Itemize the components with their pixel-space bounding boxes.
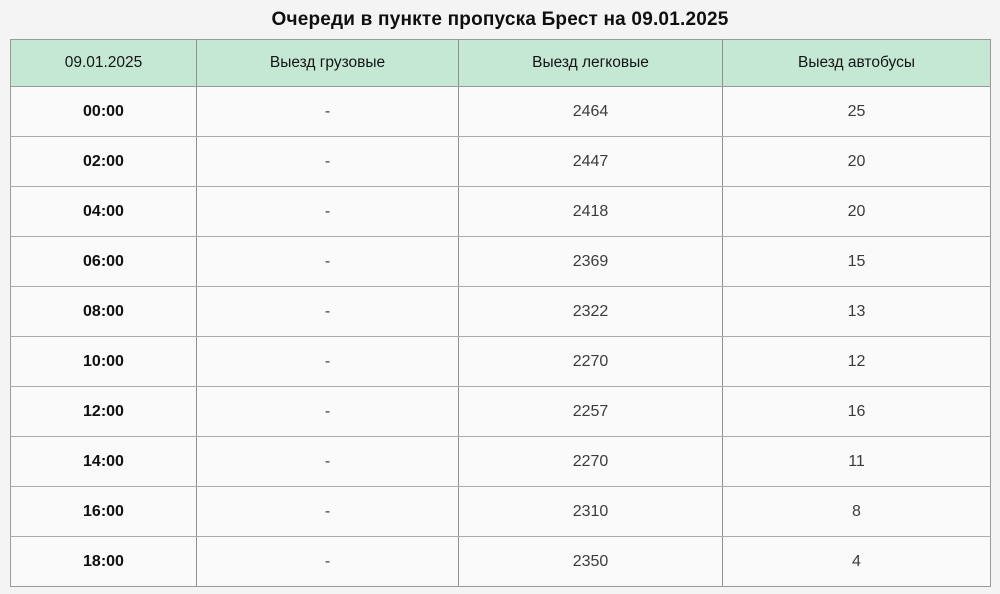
trucks-cell: -: [196, 186, 459, 237]
buses-cell: 13: [722, 286, 991, 337]
col-header-cars: Выезд легковые: [458, 39, 723, 87]
table-row: 02:00 - 2447 20: [10, 136, 991, 187]
buses-cell: 25: [722, 86, 991, 137]
cars-cell: 2447: [458, 136, 723, 187]
time-cell: 02:00: [10, 136, 197, 187]
queues-table: 09.01.2025 Выезд грузовые Выезд легковые…: [10, 39, 991, 587]
cars-cell: 2270: [458, 336, 723, 387]
table-row: 18:00 - 2350 4: [10, 536, 991, 587]
buses-cell: 4: [722, 536, 991, 587]
buses-cell: 15: [722, 236, 991, 287]
table-header: 09.01.2025 Выезд грузовые Выезд легковые…: [10, 39, 991, 87]
buses-cell: 8: [722, 486, 991, 537]
time-cell: 08:00: [10, 286, 197, 337]
page-title: Очереди в пункте пропуска Брест на 09.01…: [271, 9, 729, 30]
table-row: 16:00 - 2310 8: [10, 486, 991, 537]
time-cell: 06:00: [10, 236, 197, 287]
cars-cell: 2322: [458, 286, 723, 337]
time-cell: 12:00: [10, 386, 197, 437]
trucks-cell: -: [196, 136, 459, 187]
time-cell: 18:00: [10, 536, 197, 587]
col-header-buses: Выезд автобусы: [722, 39, 991, 87]
table-row: 06:00 - 2369 15: [10, 236, 991, 287]
trucks-cell: -: [196, 536, 459, 587]
trucks-cell: -: [196, 386, 459, 437]
trucks-cell: -: [196, 436, 459, 487]
trucks-cell: -: [196, 486, 459, 537]
table-body: 00:00 - 2464 25 02:00 - 2447 20 04:00 - …: [10, 86, 991, 587]
cars-cell: 2464: [458, 86, 723, 137]
cars-cell: 2418: [458, 186, 723, 237]
trucks-cell: -: [196, 336, 459, 387]
time-cell: 16:00: [10, 486, 197, 537]
table-row: 10:00 - 2270 12: [10, 336, 991, 387]
buses-cell: 20: [722, 136, 991, 187]
cars-cell: 2350: [458, 536, 723, 587]
time-cell: 10:00: [10, 336, 197, 387]
buses-cell: 12: [722, 336, 991, 387]
time-cell: 04:00: [10, 186, 197, 237]
buses-cell: 20: [722, 186, 991, 237]
header-row: 09.01.2025 Выезд грузовые Выезд легковые…: [10, 39, 991, 87]
cars-cell: 2257: [458, 386, 723, 437]
cars-cell: 2369: [458, 236, 723, 287]
table-row: 12:00 - 2257 16: [10, 386, 991, 437]
cars-cell: 2310: [458, 486, 723, 537]
trucks-cell: -: [196, 286, 459, 337]
time-cell: 00:00: [10, 86, 197, 137]
col-header-date: 09.01.2025: [10, 39, 197, 87]
buses-cell: 16: [722, 386, 991, 437]
cars-cell: 2270: [458, 436, 723, 487]
table-row: 14:00 - 2270 11: [10, 436, 991, 487]
time-cell: 14:00: [10, 436, 197, 487]
table-row: 08:00 - 2322 13: [10, 286, 991, 337]
trucks-cell: -: [196, 86, 459, 137]
trucks-cell: -: [196, 236, 459, 287]
table-row: 00:00 - 2464 25: [10, 86, 991, 137]
buses-cell: 11: [722, 436, 991, 487]
table-row: 04:00 - 2418 20: [10, 186, 991, 237]
col-header-trucks: Выезд грузовые: [196, 39, 459, 87]
